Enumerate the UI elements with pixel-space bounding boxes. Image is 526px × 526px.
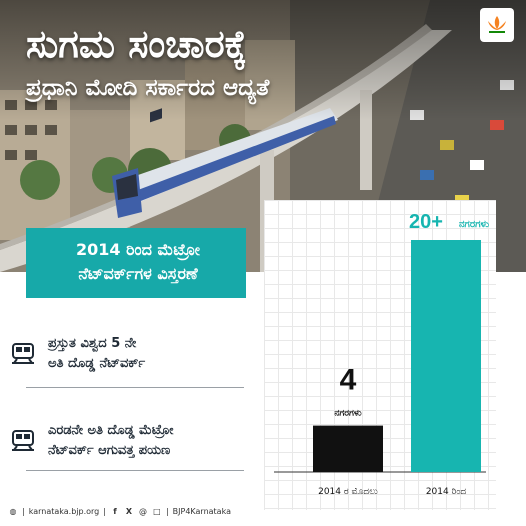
bar-chart: 4 ನಗರಗಳು 2014 ರ ಮೊದಲು 20+ ನಗರಗಳು 2014 ರಿಂದ: [264, 200, 496, 510]
divider: [26, 470, 244, 471]
point-line2: ಅತಿ ದೊಡ್ಡ ನೆಟ್‌ವರ್ಕ್: [48, 356, 146, 371]
point-item: ಪ್ರಸ್ತುತ ವಿಶ್ವದ 5 ನೇ ಅತಿ ದೊಡ್ಡ ನೆಟ್‌ವರ್ಕ…: [10, 334, 250, 380]
data-label-value: 20+: [409, 211, 443, 233]
metro-train-icon: [12, 430, 34, 451]
x-tick-label: 2014 ರಿಂದ: [426, 487, 467, 497]
data-label-unit: ನಗರಗಳು: [334, 409, 361, 419]
point-line1: ಪ್ರಸ್ತುತ ವಿಶ್ವದ 5 ನೇ: [48, 336, 137, 351]
headline: ಸುಗಮ ಸಂಚಾರಕ್ಕೆ: [26, 22, 247, 66]
facebook-icon[interactable]: f: [113, 507, 117, 516]
point-item: ಎರಡನೇ ಅತಿ ದೊಡ್ಡ ಮೆಟ್ರೋ ನೆಟ್‌ವರ್ಕ್ ಆಗುವತ್…: [10, 421, 250, 467]
section-title-line2: ನೆಟ್‌ವರ್ಕ್‌ಗಳ ವಿಸ್ತರಣೆ: [78, 264, 198, 283]
footer: ◍ | karnataka.bjp.org | f X @ □ | BJP4Ka…: [8, 504, 518, 520]
bar: [313, 425, 383, 472]
x-icon[interactable]: X: [125, 507, 133, 516]
globe-icon[interactable]: ◍: [9, 507, 17, 516]
footer-separator: |: [165, 507, 169, 516]
footer-website[interactable]: karnataka.bjp.org: [28, 507, 100, 516]
bar: [411, 240, 481, 472]
hero-shade: [0, 0, 526, 120]
x-tick-label: 2014 ರ ಮೊದಲು: [318, 487, 378, 497]
bjp-lotus-icon[interactable]: [480, 8, 514, 42]
metro-train-illustration: [112, 108, 338, 218]
hero-photo: [0, 0, 526, 272]
instagram-icon[interactable]: □: [153, 507, 161, 516]
subheadline: ಪ್ರಧಾನಿ ಮೋದಿ ಸರ್ಕಾರದ ಆದ್ಯತೆ: [26, 75, 270, 101]
point-line1: ಎರಡನೇ ಅತಿ ದೊಡ್ಡ ಮೆಟ್ರೋ: [48, 423, 174, 438]
bar-chart-svg: 4 ನಗರಗಳು 2014 ರ ಮೊದಲು 20+ ನಗರಗಳು 2014 ರಿಂದ: [274, 211, 489, 497]
footer-handle[interactable]: BJP4Karnataka: [172, 507, 231, 516]
section-title-box: 2014 ರಿಂದ ಮೆಟ್ರೋ ನೆಟ್‌ವರ್ಕ್‌ಗಳ ವಿಸ್ತರಣೆ: [26, 228, 246, 298]
point-line2: ನೆಟ್‌ವರ್ಕ್ ಆಗುವತ್ತ ಪಯಣ: [48, 443, 171, 458]
metro-train-icon: [12, 343, 34, 364]
data-label-value: 4: [340, 364, 357, 397]
data-label-unit: ನಗರಗಳು: [459, 219, 489, 230]
metro-photo-illustration: [0, 0, 526, 272]
section-title-line1: 2014 ರಿಂದ ಮೆಟ್ರೋ: [75, 240, 201, 259]
threads-icon[interactable]: @: [138, 507, 147, 516]
footer-separator: |: [103, 507, 106, 516]
footer-separator: |: [22, 507, 25, 516]
divider: [26, 387, 244, 388]
